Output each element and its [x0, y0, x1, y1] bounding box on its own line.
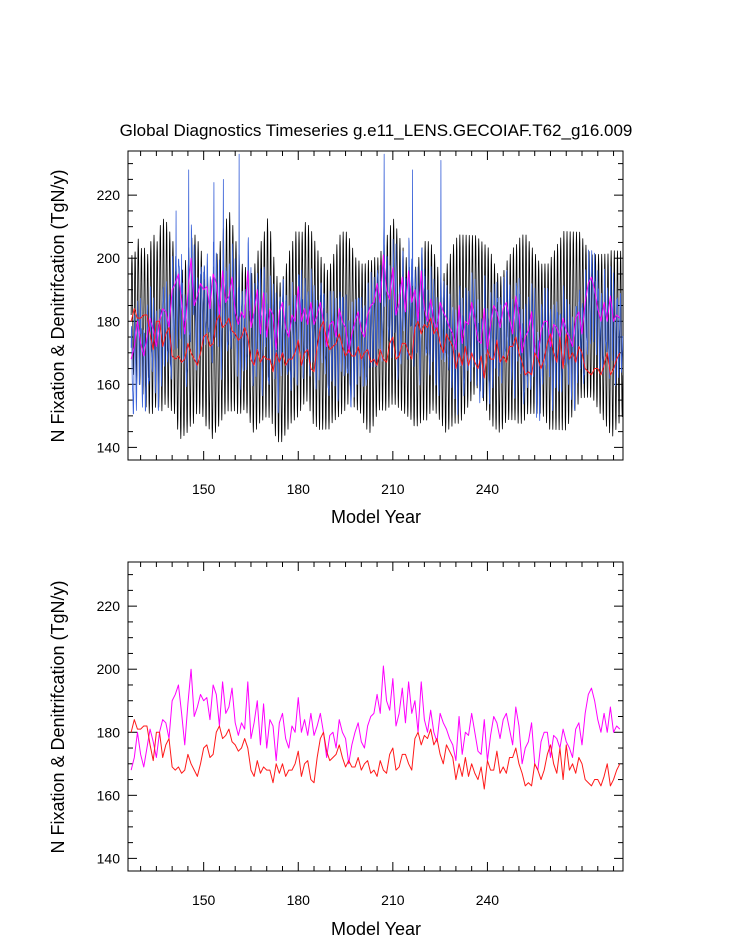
x-tick-label: 240	[476, 481, 500, 497]
bottom-series-red-line	[130, 719, 621, 790]
x-tick-label: 180	[287, 892, 311, 908]
x-tick-label: 210	[381, 481, 405, 497]
y-tick-label: 140	[97, 850, 121, 866]
y-tick-label: 180	[97, 313, 121, 329]
bottom-plot-frame	[127, 561, 624, 872]
y-tick-label: 220	[97, 598, 121, 614]
x-tick-label: 180	[287, 481, 311, 497]
x-tick-label: 150	[192, 892, 216, 908]
bottom-x-axis-label: Model Year	[331, 919, 421, 939]
top-y-axis-label: N Fixation & Denitrifcation (TgN/y)	[48, 169, 68, 442]
top-series-blue-line	[130, 153, 624, 421]
bottom-panel: 150 180 210 240 140 160 180 200 220 Model Year N…	[48, 561, 624, 939]
bottom-series-magenta-line	[130, 665, 621, 771]
y-tick-label: 160	[97, 787, 121, 803]
chart-title: Global Diagnostics Timeseries g.e11_LENS…	[120, 121, 633, 140]
x-tick-label: 150	[192, 481, 216, 497]
top-series-group	[130, 153, 624, 443]
y-tick-label: 160	[97, 376, 121, 392]
top-x-axis-label: Model Year	[331, 507, 421, 527]
x-tick-label: 240	[476, 892, 500, 908]
top-axis-ticks: 150 180 210 240 140 160 180 200 220	[97, 151, 623, 497]
top-panel: 150 180 210 240 140 160 180 200 220 Model Year N…	[48, 150, 624, 527]
y-tick-label: 180	[97, 724, 121, 740]
y-tick-label: 200	[97, 661, 121, 677]
y-tick-label: 200	[97, 250, 121, 266]
top-series-magenta-line	[130, 254, 621, 360]
top-series-red-line	[130, 308, 621, 379]
bottom-axis-ticks: 150 180 210 240 140 160 180 200 220	[97, 562, 623, 908]
x-tick-label: 210	[381, 892, 405, 908]
bottom-series-group	[130, 665, 621, 790]
y-tick-label: 140	[97, 439, 121, 455]
y-tick-label: 220	[97, 187, 121, 203]
bottom-y-axis-label: N Fixation & Denitrifcation (TgN/y)	[48, 580, 68, 853]
